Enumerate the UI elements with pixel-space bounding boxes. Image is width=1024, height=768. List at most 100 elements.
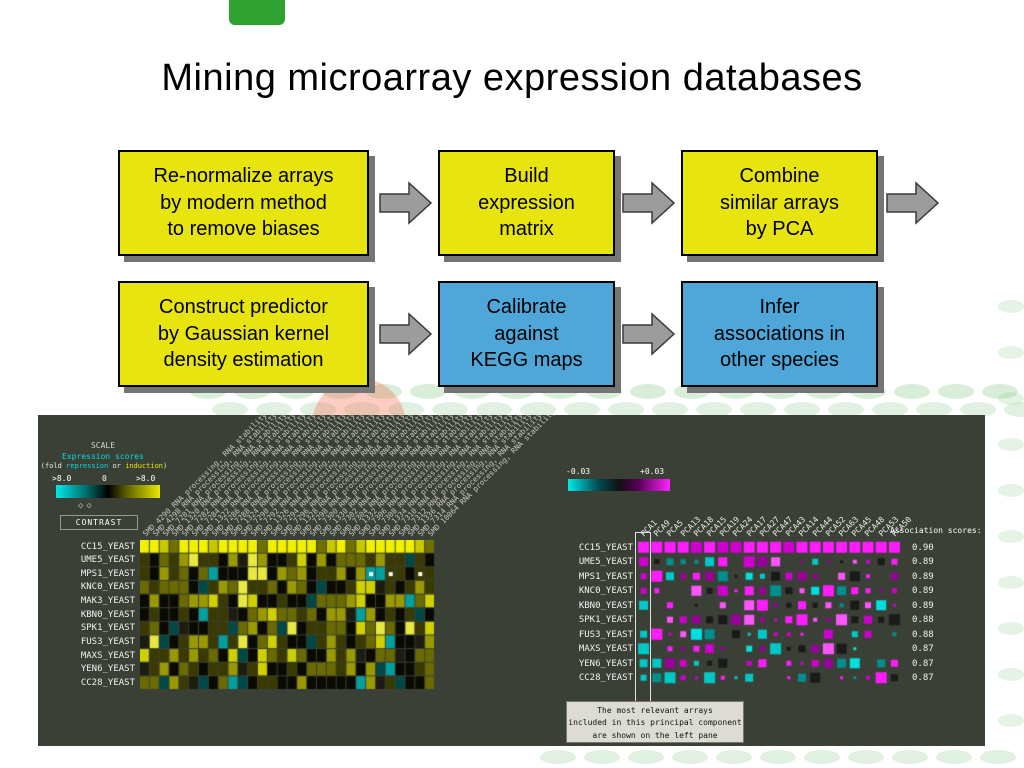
gene-row-label: MAXS_YEAST [578, 644, 633, 654]
template-oval-shape [998, 346, 1024, 359]
gene-row-label: YEN6_YEAST [80, 664, 135, 675]
template-oval-shape [628, 750, 664, 764]
gene-row-label: CC28_YEAST [80, 677, 135, 688]
template-oval-shape [278, 384, 314, 399]
template-oval-shape [982, 384, 1018, 399]
flow-arrow-icon [886, 181, 940, 225]
template-oval-shape [760, 750, 796, 764]
contrast-adjust-icons: ◇◇ [78, 501, 95, 511]
template-oval-shape [848, 750, 884, 764]
template-oval-shape [938, 384, 974, 399]
template-oval-shape [998, 438, 1024, 451]
scale-min-value: >8.0 [52, 474, 72, 483]
pca-association-heatmap-canvas [637, 540, 901, 685]
template-oval-shape [608, 402, 644, 417]
template-oval-shape [584, 750, 620, 764]
template-oval-shape [740, 402, 776, 417]
flow-arrow-icon [622, 312, 676, 356]
gene-row-label: MPS1_YEAST [80, 568, 135, 579]
flow-box-combine-pca: Combine similar arrays by PCA [681, 150, 878, 256]
association-scores-list: 0.90 0.89 0.89 0.89 0.89 0.88 0.88 0.87 0.87 0.87 [38, 415, 985, 746]
template-oval-shape [454, 384, 490, 399]
template-oval-shape [322, 384, 358, 399]
flow-box-build-matrix: Build expression matrix [438, 150, 615, 256]
template-oval-shape [716, 750, 752, 764]
gene-row-label: MAXS_YEAST [80, 650, 135, 661]
template-accent-shape [229, 0, 285, 25]
scale-zero-value: 0 [102, 474, 107, 483]
template-oval-shape [850, 384, 886, 399]
template-oval-shape [542, 384, 578, 399]
association-score: 0.87 [912, 658, 934, 669]
association-scale-min: -0.03 [566, 467, 591, 476]
template-oval-shape [998, 668, 1024, 681]
template-oval-shape [432, 402, 468, 417]
gene-row-label: CC15_YEAST [80, 541, 135, 552]
association-scale-max: +0.03 [640, 467, 665, 476]
flow-box-gaussian-kernel: Construct predictor by Gaussian kernel d… [118, 281, 369, 387]
template-oval-shape [586, 384, 622, 399]
gene-row-label: CC28_YEAST [578, 673, 633, 683]
association-score: 0.90 [912, 542, 934, 553]
association-score: 0.89 [912, 600, 934, 611]
slide-title: Mining microarray expression databases [161, 57, 863, 99]
template-oval-shape [410, 384, 446, 399]
template-oval-shape [872, 402, 908, 417]
gene-row-labels-right: CC15_YEAST UME5_YEAST MPS1_YEAST KNC0_YEAST… [38, 415, 985, 746]
gene-row-label: KBN0_YEAST [578, 600, 633, 611]
microarray-viewer-screenshot: SCALE Expression scores (fold repression… [38, 415, 985, 746]
template-oval-shape [998, 530, 1024, 543]
gene-row-label: FUS3_YEAST [80, 636, 135, 647]
gene-row-label: MAK3_YEAST [80, 596, 135, 607]
template-oval-shape [804, 750, 840, 764]
flow-arrow-icon [622, 181, 676, 225]
template-oval-shape [998, 576, 1024, 589]
template-oval-shape [960, 402, 996, 417]
template-oval-shape [998, 300, 1024, 313]
scale-max-value: >8.0 [136, 474, 156, 483]
template-oval-shape [498, 384, 534, 399]
template-oval-shape [916, 402, 952, 417]
association-score: 0.88 [912, 615, 934, 625]
template-oval-shape [652, 402, 688, 417]
flow-arrow-icon [379, 312, 433, 356]
template-oval-shape [1004, 402, 1024, 417]
association-score: 0.88 [912, 629, 934, 640]
template-oval-shape [366, 384, 402, 399]
gene-row-label: CC15_YEAST [578, 542, 633, 553]
gene-row-label: SPK1_YEAST [80, 623, 135, 634]
template-oval-shape [476, 402, 512, 417]
gene-row-labels-left: CC15_YEAST UME5_YEAST MPS1_YEAST KNC0_YEAST… [38, 415, 985, 746]
association-score: 0.89 [912, 571, 934, 582]
template-oval-shape [806, 384, 842, 399]
association-score: 0.89 [912, 557, 934, 567]
template-oval-shape [234, 384, 270, 399]
gene-row-label: KNC0_YEAST [578, 586, 633, 596]
gene-row-label: UME5_YEAST [578, 557, 633, 567]
expression-heatmap-canvas [140, 540, 435, 690]
template-oval-shape [630, 384, 666, 399]
template-oval-shape [784, 402, 820, 417]
gene-row-label: UME5_YEAST [80, 555, 135, 566]
template-oval-shape [520, 402, 556, 417]
template-oval-shape [388, 402, 424, 417]
annotation-callout: The most relevant arrays included in thi… [566, 701, 744, 743]
contrast-button: CONTRAST [60, 515, 138, 530]
template-oval-shape [998, 392, 1024, 405]
template-oval-shape [300, 402, 336, 417]
template-oval-shape [980, 750, 1016, 764]
template-oval-shape [540, 750, 576, 764]
association-colorbar [568, 479, 670, 491]
gene-row-label: KBN0_YEAST [80, 609, 135, 620]
template-oval-shape [190, 384, 226, 399]
template-oval-shape [998, 484, 1024, 497]
template-oval-shape [696, 402, 732, 417]
gene-row-label: KNC0_YEAST [80, 582, 135, 593]
flow-box-renormalize: Re-normalize arrays by modern method to … [118, 150, 369, 256]
template-oval-shape [212, 402, 248, 417]
gene-row-label: YEN6_YEAST [578, 658, 633, 669]
template-oval-shape [718, 384, 754, 399]
template-oval-shape [998, 714, 1024, 727]
